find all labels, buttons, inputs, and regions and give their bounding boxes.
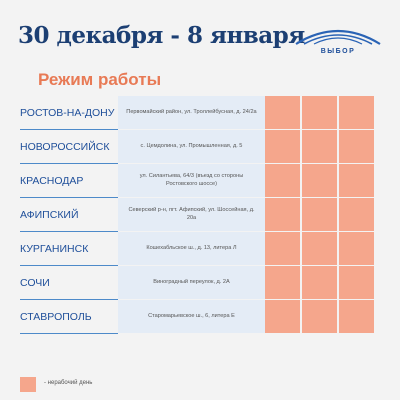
closed-day-cell	[302, 164, 338, 198]
address: ул. Силантьева, 64/3 (въезд со стороны Р…	[118, 164, 265, 198]
city: СТАВРОПОЛЬ	[20, 300, 118, 334]
closed-day-cell	[302, 198, 338, 232]
city: АФИПСКИЙ	[20, 198, 118, 232]
closed-day-cell	[265, 164, 301, 198]
table-row: НОВОРОССИЙСК с. Цемдолина, ул. Промышленн…	[20, 130, 376, 164]
city: КРАСНОДАР	[20, 164, 118, 198]
closed-day-cell	[265, 198, 301, 232]
closed-day-cell	[302, 130, 338, 164]
address: Первомайский район, ул. Троллейбусная, д…	[118, 96, 265, 130]
address: Старомарьевское ш., 6, литера Е	[118, 300, 265, 334]
address: Кошехабльское ш., д. 13, литера Л	[118, 232, 265, 266]
closed-day-cell	[302, 96, 338, 130]
closed-day-cell	[339, 198, 375, 232]
table-row: АФИПСКИЙ Северский р-н, пгт. Афипский, ул…	[20, 198, 376, 232]
closed-day-cell	[302, 300, 338, 334]
closed-day-cell	[339, 96, 375, 130]
logo-text: ВЫБОР	[321, 48, 356, 55]
subtitle: Режим работы	[38, 70, 162, 89]
legend-swatch	[20, 377, 36, 392]
logo: ВЫБОР	[295, 29, 381, 55]
title: 30 декабря - 8 января	[18, 22, 305, 49]
closed-day-cell	[265, 232, 301, 266]
city: СОЧИ	[20, 266, 118, 300]
table-row: КУРГАНИНСК Кошехабльское ш., д. 13, литер…	[20, 232, 376, 266]
table-row: КРАСНОДАР ул. Силантьева, 64/3 (въезд со …	[20, 164, 376, 198]
table-row: СОЧИ Виноградный переулок, д. 2А	[20, 266, 376, 300]
closed-day-cell	[265, 300, 301, 334]
city: КУРГАНИНСК	[20, 232, 118, 266]
city: НОВОРОССИЙСК	[20, 130, 118, 164]
closed-day-cell	[339, 300, 375, 334]
closed-day-cell	[339, 130, 375, 164]
table-row: СТАВРОПОЛЬ Старомарьевское ш., 6, литера …	[20, 300, 376, 334]
closed-day-cell	[265, 96, 301, 130]
closed-day-cell	[302, 266, 338, 300]
schedule-table: РОСТОВ-НА-ДОНУ Первомайский район, ул. Тр…	[20, 96, 376, 334]
closed-day-cell	[339, 266, 375, 300]
closed-day-cell	[339, 232, 375, 266]
closed-day-cell	[265, 130, 301, 164]
closed-day-cell	[302, 232, 338, 266]
address: Виноградный переулок, д. 2А	[118, 266, 265, 300]
closed-day-cell	[265, 266, 301, 300]
address: с. Цемдолина, ул. Промышленная, д. 5	[118, 130, 265, 164]
city: РОСТОВ-НА-ДОНУ	[20, 96, 118, 130]
legend-text: - нерабочий день	[44, 380, 93, 386]
closed-day-cell	[339, 164, 375, 198]
table-row: РОСТОВ-НА-ДОНУ Первомайский район, ул. Тр…	[20, 96, 376, 130]
address: Северский р-н, пгт. Афипский, ул. Шоссей…	[118, 198, 265, 232]
